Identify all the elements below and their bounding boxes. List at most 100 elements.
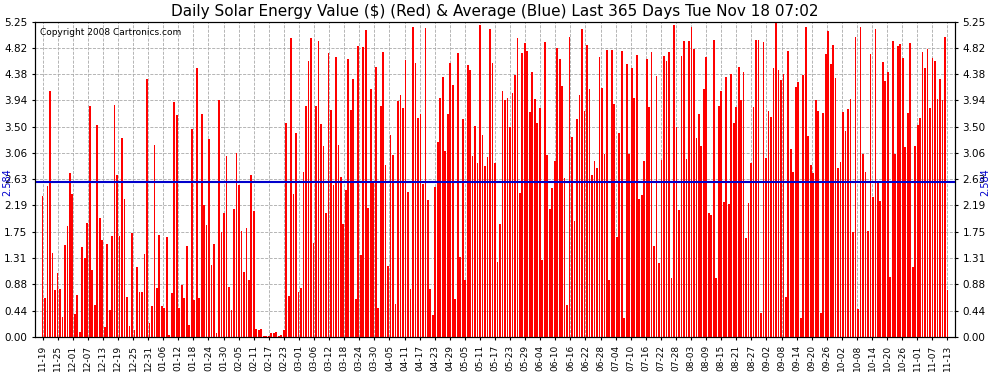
Bar: [246, 228, 248, 337]
Bar: [315, 106, 317, 337]
Bar: [920, 118, 921, 337]
Bar: [639, 200, 641, 337]
Bar: [288, 296, 289, 337]
Bar: [208, 139, 210, 337]
Bar: [54, 290, 55, 337]
Bar: [129, 326, 131, 337]
Bar: [42, 196, 44, 337]
Bar: [425, 28, 427, 337]
Bar: [347, 59, 349, 337]
Bar: [243, 272, 245, 337]
Bar: [69, 173, 70, 337]
Bar: [889, 277, 891, 337]
Bar: [842, 112, 843, 337]
Bar: [114, 105, 116, 337]
Bar: [586, 45, 588, 337]
Bar: [894, 154, 896, 337]
Bar: [755, 40, 757, 337]
Bar: [420, 114, 422, 337]
Bar: [139, 291, 141, 337]
Bar: [81, 247, 83, 337]
Bar: [290, 38, 292, 337]
Bar: [323, 146, 325, 337]
Bar: [787, 51, 789, 337]
Bar: [300, 288, 302, 337]
Bar: [820, 312, 822, 337]
Bar: [382, 51, 384, 337]
Bar: [670, 278, 672, 337]
Bar: [840, 162, 842, 337]
Bar: [741, 100, 742, 337]
Bar: [352, 79, 354, 337]
Bar: [706, 57, 707, 337]
Bar: [946, 290, 948, 337]
Bar: [328, 54, 330, 337]
Bar: [295, 133, 297, 337]
Bar: [375, 67, 376, 337]
Bar: [750, 163, 752, 337]
Bar: [558, 59, 560, 337]
Bar: [313, 243, 315, 337]
Bar: [330, 110, 332, 337]
Bar: [780, 80, 782, 337]
Bar: [474, 126, 476, 337]
Bar: [512, 93, 513, 337]
Bar: [775, 23, 777, 337]
Bar: [191, 129, 193, 337]
Bar: [772, 68, 774, 337]
Bar: [168, 335, 170, 337]
Bar: [377, 308, 379, 337]
Bar: [731, 74, 732, 337]
Bar: [917, 125, 919, 337]
Bar: [757, 40, 759, 337]
Bar: [721, 91, 722, 337]
Bar: [459, 257, 461, 337]
Bar: [233, 209, 235, 337]
Bar: [499, 225, 501, 337]
Bar: [696, 138, 697, 337]
Bar: [745, 238, 747, 337]
Bar: [944, 36, 945, 337]
Bar: [872, 197, 874, 337]
Bar: [273, 333, 274, 337]
Bar: [119, 236, 121, 337]
Bar: [892, 41, 894, 337]
Bar: [236, 153, 238, 337]
Bar: [446, 114, 448, 337]
Bar: [517, 38, 518, 337]
Bar: [544, 42, 545, 337]
Bar: [278, 336, 279, 337]
Bar: [469, 70, 471, 337]
Bar: [546, 155, 548, 337]
Bar: [64, 245, 65, 337]
Bar: [810, 165, 812, 337]
Bar: [338, 145, 340, 337]
Bar: [395, 303, 396, 337]
Title: Daily Solar Energy Value ($) (Red) & Average (Blue) Last 365 Days Tue Nov 18 07:: Daily Solar Energy Value ($) (Red) & Ave…: [171, 4, 819, 19]
Bar: [461, 119, 463, 337]
Bar: [308, 61, 310, 337]
Bar: [869, 54, 871, 337]
Bar: [318, 40, 320, 337]
Bar: [400, 95, 401, 337]
Bar: [910, 44, 911, 337]
Bar: [482, 135, 483, 337]
Bar: [614, 104, 615, 337]
Bar: [196, 68, 198, 337]
Bar: [148, 323, 150, 337]
Bar: [930, 108, 931, 337]
Bar: [800, 318, 802, 337]
Bar: [193, 300, 195, 337]
Bar: [770, 117, 772, 337]
Bar: [354, 298, 356, 337]
Bar: [456, 53, 458, 337]
Bar: [228, 287, 230, 337]
Bar: [785, 297, 787, 337]
Bar: [91, 270, 93, 337]
Bar: [166, 237, 167, 337]
Bar: [365, 30, 366, 337]
Bar: [238, 185, 240, 337]
Bar: [340, 177, 342, 337]
Bar: [711, 215, 712, 337]
Bar: [691, 27, 692, 337]
